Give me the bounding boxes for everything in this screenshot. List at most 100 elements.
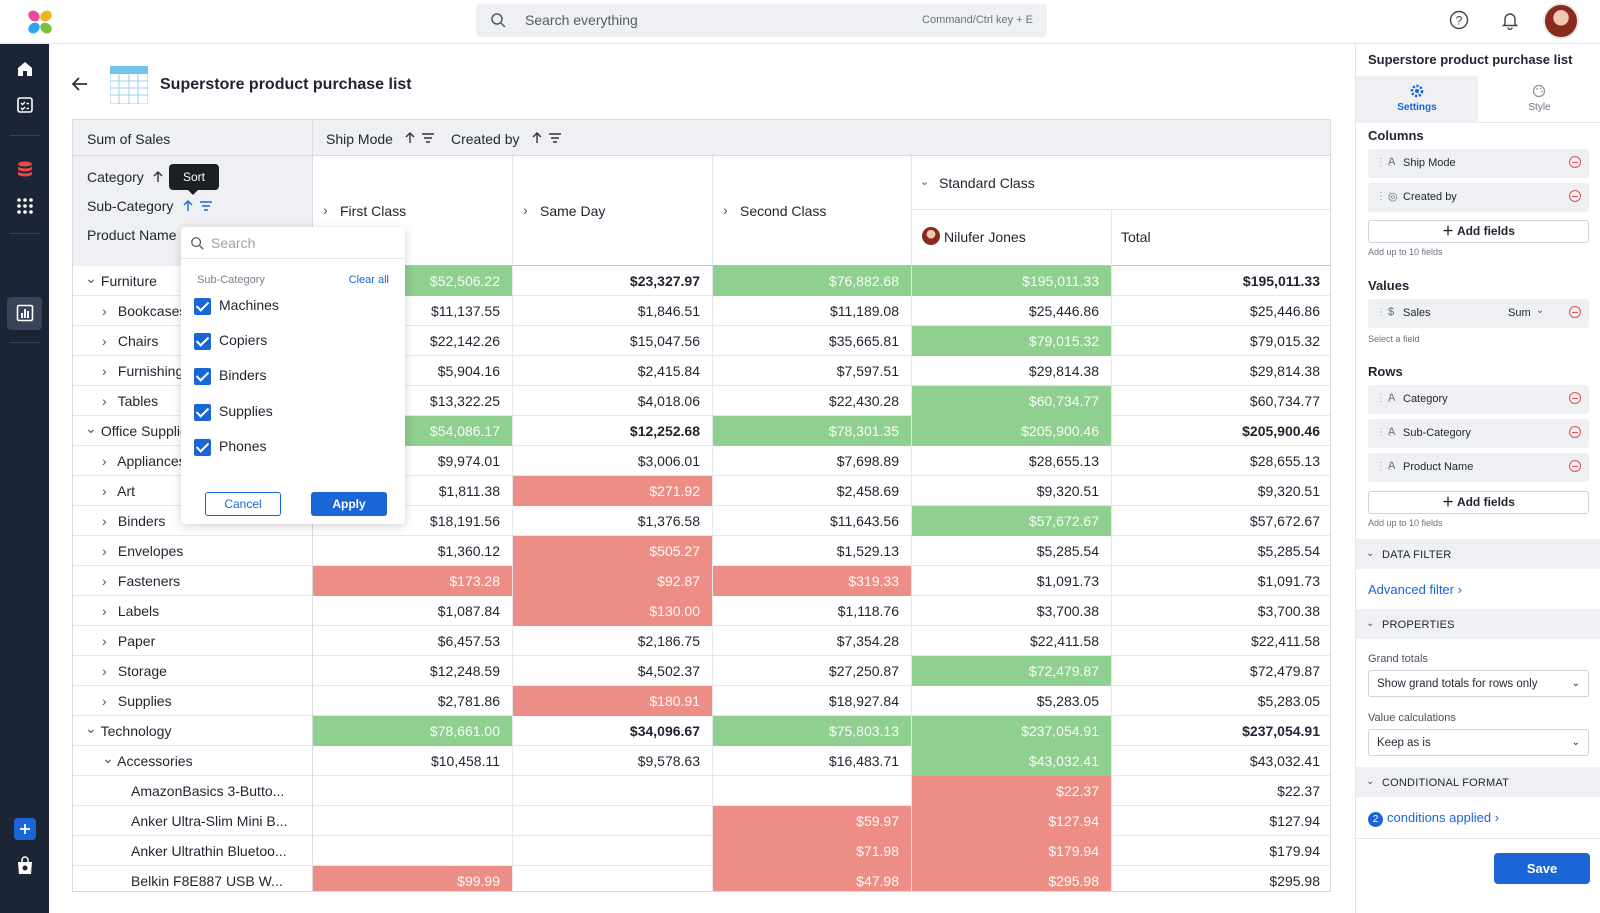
row-label[interactable]: › Paper [73,626,313,656]
table-cell[interactable]: $319.33 [713,566,912,596]
table-cell[interactable]: $78,301.35 [713,416,912,446]
table-cell[interactable]: $9,320.51 [1257,483,1320,499]
filter-icon[interactable] [200,201,212,211]
table-cell[interactable]: $60,734.77 [912,386,1112,416]
add-column-fields-button[interactable]: ＋ Add fields [1368,220,1589,243]
chevron-down-icon[interactable]: ⌄ [85,420,97,436]
global-search[interactable]: Search everything Command/Ctrl key + E [476,4,1047,37]
drag-handle-icon[interactable]: ⋮⋮ [1376,157,1395,168]
user-avatar[interactable] [1543,3,1579,39]
chevron-right-icon[interactable]: › [102,573,107,589]
save-button[interactable]: Save [1494,853,1590,884]
table-cell[interactable]: $1,529.13 [713,536,912,566]
chevron-right-icon[interactable]: › [102,633,107,649]
table-cell[interactable]: $5,904.16 [313,356,513,386]
filter-option-machines[interactable]: Machines [194,297,279,315]
table-cell[interactable]: $35,665.81 [713,326,912,356]
table-cell[interactable]: $71.98 [713,836,912,866]
column-field-ship-mode[interactable]: ⋮⋮ A Ship Mode [1368,149,1589,178]
checkbox-checked-icon[interactable] [194,332,211,350]
table-cell[interactable]: $1,846.51 [513,296,713,326]
table-cell[interactable]: $2,186.75 [513,626,713,656]
chevron-right-icon[interactable]: › [102,393,107,409]
tab-style[interactable]: Style [1478,76,1600,123]
row-field-category[interactable]: Category [87,169,144,185]
clear-all-link[interactable]: Clear all [348,274,389,286]
table-cell[interactable]: $2,458.69 [713,476,912,506]
checkbox-checked-icon[interactable] [194,297,211,315]
table-cell[interactable]: $22,411.58 [1250,633,1320,649]
column-field-ship-mode[interactable]: Ship Mode [326,131,393,147]
chevron-right-icon[interactable]: › [102,333,107,349]
table-cell[interactable]: $22.37 [912,776,1112,806]
filter-option-binders[interactable]: Binders [194,367,266,385]
table-cell[interactable]: $195,011.33 [912,266,1112,296]
table-cell[interactable] [513,866,713,891]
checkbox-checked-icon[interactable] [194,403,211,421]
chevron-right-icon[interactable]: › [102,453,107,469]
table-cell[interactable]: $295.98 [912,866,1112,891]
table-cell[interactable]: $25,446.86 [912,296,1112,326]
table-cell[interactable]: $29,814.38 [1249,363,1320,379]
table-cell[interactable]: $99.99 [313,866,513,891]
row-label[interactable]: › Fasteners [73,566,313,596]
add-icon[interactable] [14,818,36,840]
drag-handle-icon[interactable]: ⋮⋮ [1376,307,1395,318]
remove-icon[interactable] [1569,190,1581,202]
table-cell[interactable] [513,836,713,866]
table-cell[interactable]: $75,803.13 [713,716,912,746]
table-cell[interactable]: $78,661.00 [313,716,513,746]
table-cell[interactable]: $12,248.59 [313,656,513,686]
remove-icon[interactable] [1569,460,1581,472]
filter-icon[interactable] [422,133,434,143]
table-cell[interactable]: $179.94 [912,836,1112,866]
filter-option-copiers[interactable]: Copiers [194,332,267,350]
column-header-same-day[interactable]: › Same Day [513,156,713,266]
value-calculations-select[interactable]: Keep as is ⌄ [1368,729,1589,756]
drag-handle-icon[interactable]: ⋮⋮ [1376,427,1395,438]
apps-grid-icon[interactable] [13,194,37,218]
table-cell[interactable]: $3,700.38 [912,596,1112,626]
chevron-right-icon[interactable]: › [102,363,107,379]
table-cell[interactable]: $5,285.54 [1257,543,1320,559]
table-cell[interactable]: $130.00 [513,596,713,626]
table-cell[interactable]: $28,655.13 [912,446,1112,476]
table-cell[interactable]: $1,118.76 [713,596,912,626]
table-cell[interactable]: $18,927.84 [713,686,912,716]
table-cell[interactable]: $7,354.28 [713,626,912,656]
table-cell[interactable]: $195,011.33 [1242,273,1320,289]
filter-option-supplies[interactable]: Supplies [194,403,273,421]
table-cell[interactable]: $11,643.56 [713,506,912,536]
table-cell[interactable]: $295.98 [1269,873,1320,889]
table-cell[interactable]: $11,189.08 [713,296,912,326]
table-cell[interactable]: $4,502.37 [513,656,713,686]
column-field-created-by[interactable]: ⋮⋮ ◎ Created by [1368,183,1589,212]
sort-asc-icon[interactable] [153,171,163,183]
row-field-product-name[interactable]: ⋮⋮ A Product Name [1368,453,1589,482]
table-cell[interactable]: $11,137.55 [313,296,513,326]
table-cell[interactable]: $5,283.05 [1257,693,1320,709]
table-cell[interactable]: $28,655.13 [1249,453,1320,469]
reports-chart-icon[interactable] [13,301,37,325]
table-cell[interactable]: $57,672.67 [912,506,1112,536]
notification-bell-icon[interactable] [1500,10,1520,30]
row-label[interactable]: Anker Ultra-Slim Mini B... [73,806,313,836]
sort-asc-icon[interactable] [183,200,193,212]
checkbox-checked-icon[interactable] [194,367,211,385]
table-cell[interactable]: $79,015.32 [1249,333,1320,349]
table-cell[interactable]: $1,091.73 [1257,573,1320,589]
table-cell[interactable] [513,776,713,806]
row-field-sub-category[interactable]: ⋮⋮ A Sub-Category [1368,419,1589,448]
table-cell[interactable]: $3,700.38 [1257,603,1320,619]
row-label[interactable]: › Storage [73,656,313,686]
table-cell[interactable]: $4,018.06 [513,386,713,416]
add-row-fields-button[interactable]: ＋ Add fields [1368,491,1589,514]
filter-icon[interactable] [549,133,561,143]
conditional-format-section[interactable]: ⌄ CONDITIONAL FORMAT [1356,767,1600,797]
chevron-right-icon[interactable]: › [102,603,107,619]
table-cell[interactable] [713,776,912,806]
drag-handle-icon[interactable]: ⋮⋮ [1376,393,1395,404]
table-cell[interactable]: $1,091.73 [912,566,1112,596]
tasks-icon[interactable] [13,93,37,117]
remove-icon[interactable] [1569,392,1581,404]
